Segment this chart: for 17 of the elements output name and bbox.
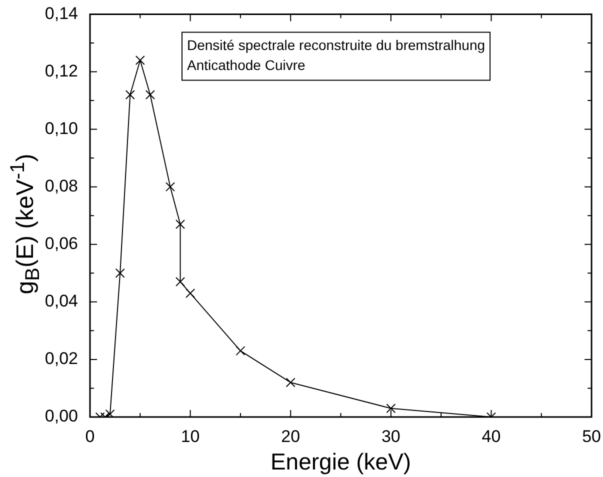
x-tick-label: 40 (482, 426, 501, 446)
y-tick-label: 0,12 (44, 61, 78, 80)
x-tick-label: 10 (180, 426, 200, 446)
y-tick-label: 0,04 (44, 292, 78, 311)
y-tick-label: 0,06 (44, 234, 78, 254)
annotation: Densité spectrale reconstruite du bremstralhung (187, 37, 486, 54)
x-axis-title: Energie (keV) (270, 448, 412, 475)
y-tick-label: 0,02 (44, 349, 78, 368)
y-tick-label: 0,00 (44, 406, 78, 426)
x-tick-label: 0 (85, 426, 95, 446)
x-tick-label: 30 (381, 426, 400, 446)
y-tick-label: 0,08 (44, 176, 78, 196)
y-tick-label: 0,14 (44, 4, 78, 23)
annotation: Anticathode Cuivre (187, 57, 306, 74)
x-tick-label: 50 (582, 426, 602, 446)
x-tick-label: 20 (281, 426, 300, 446)
y-tick-label: 0,10 (44, 118, 78, 138)
